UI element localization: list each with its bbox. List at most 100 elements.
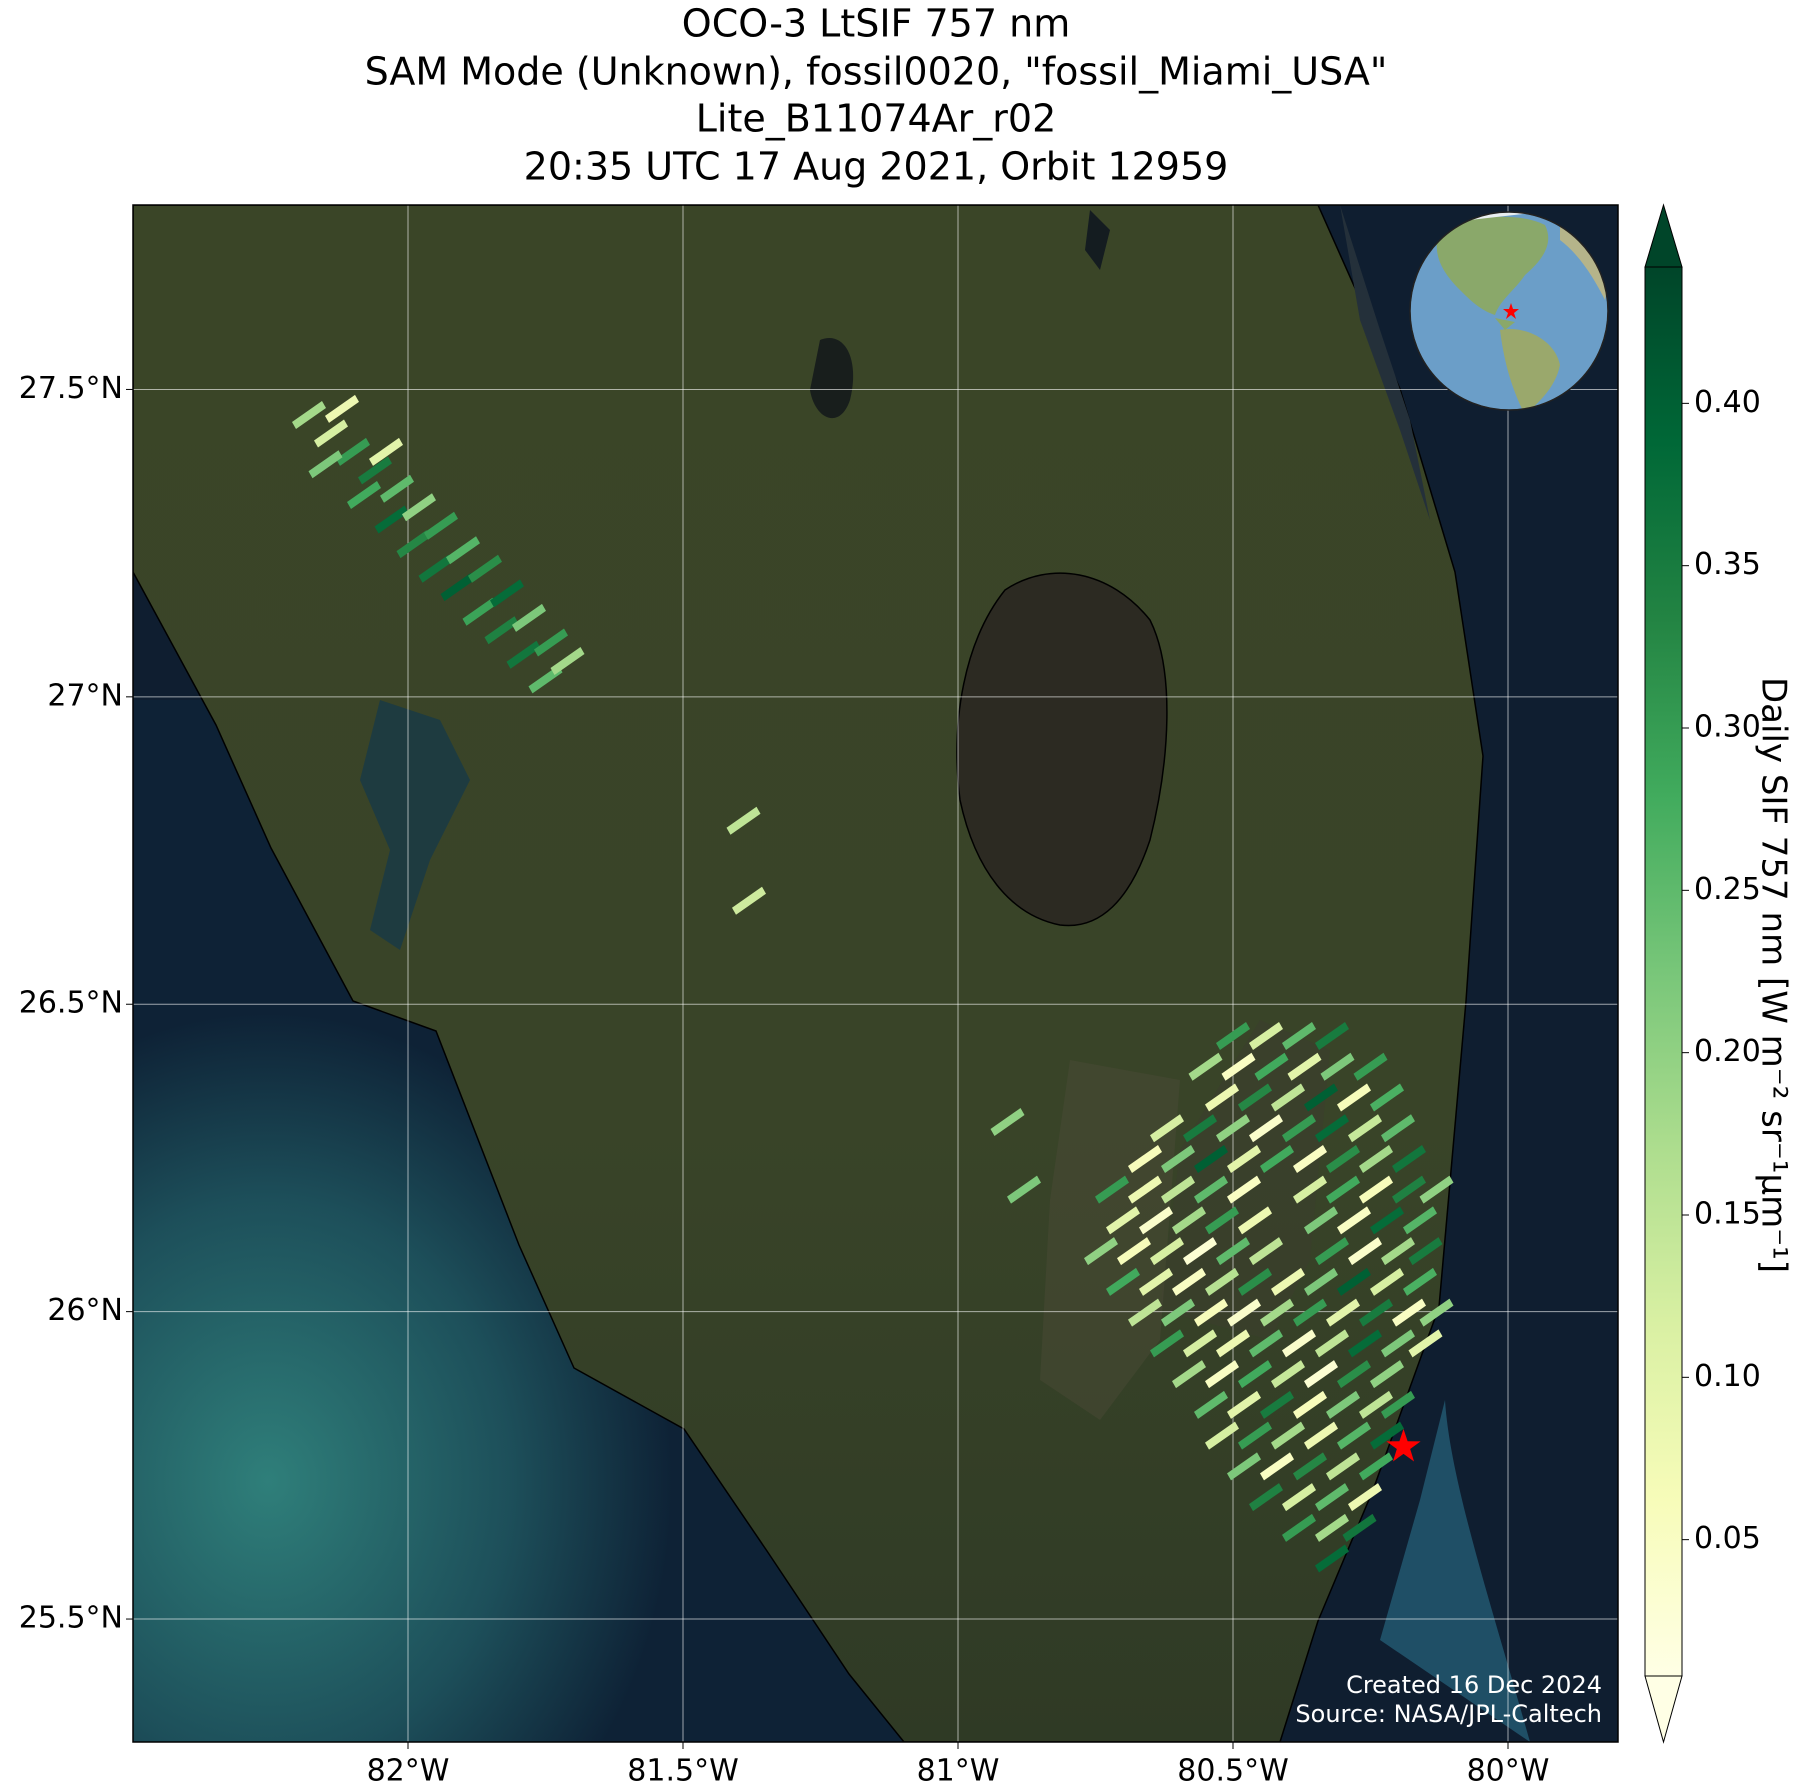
- sif-footprint: [1293, 1452, 1327, 1481]
- colorbar-tick-label: 0.30: [1694, 710, 1761, 745]
- sif-footprint: [1227, 1390, 1261, 1419]
- sif-footprint: [1172, 1206, 1206, 1235]
- title-line: 20:35 UTC 17 Aug 2021, Orbit 12959: [524, 145, 1229, 189]
- colorbar-tick-label: 0.20: [1694, 1034, 1761, 1069]
- globe-inset: [1409, 211, 1609, 411]
- sif-footprint: [1370, 1206, 1404, 1235]
- sif-footprint: [1271, 1360, 1305, 1389]
- sif-footprint: [1348, 1114, 1382, 1143]
- sif-footprint: [1359, 1144, 1393, 1173]
- sif-footprint: [1117, 1237, 1151, 1266]
- title-line: OCO-3 LtSIF 757 nm: [682, 2, 1070, 46]
- sif-footprint: [1370, 1360, 1404, 1389]
- sif-footprint: [1271, 1267, 1305, 1296]
- sif-footprint: [1084, 1237, 1118, 1266]
- y-tick-label: 27.5°N: [19, 371, 123, 406]
- sif-footprint: [1408, 1329, 1443, 1358]
- sif-footprint: [396, 530, 431, 559]
- sif-footprint: [1348, 1483, 1382, 1512]
- sif-footprint: [732, 886, 766, 915]
- sif-footprint: [1205, 1206, 1239, 1235]
- sif-footprint: [358, 456, 392, 485]
- sif-footprint: [1221, 1052, 1256, 1081]
- sif-footprint: [1359, 1298, 1393, 1327]
- map-frame: [132, 204, 1619, 1743]
- sif-footprint: [308, 450, 343, 479]
- sif-footprint: [1282, 1021, 1316, 1050]
- sif-footprint: [1304, 1267, 1338, 1296]
- sif-footprint: [374, 505, 409, 534]
- sif-footprint: [1282, 1513, 1316, 1542]
- sif-footprint: [1172, 1360, 1206, 1389]
- sif-footprint: [1106, 1206, 1140, 1235]
- reef-water: [1380, 1300, 1530, 1742]
- sif-footprint: [1194, 1390, 1228, 1419]
- sif-footprint: [1408, 1237, 1443, 1266]
- sif-footprint: [418, 554, 453, 583]
- colorbar: 0.05 0.10 0.15 0.20 0.25 0.30 0.35 0.40: [1644, 203, 1761, 1744]
- globe-star: [1503, 303, 1519, 319]
- credit: Created 16 Dec 2024: [1346, 1671, 1602, 1699]
- grid: [133, 205, 1618, 1742]
- sif-footprint: [1381, 1390, 1415, 1419]
- sif-footprint: [1161, 1144, 1195, 1173]
- sif-footprint: [1161, 1175, 1195, 1204]
- sif-footprint: [1227, 1298, 1261, 1327]
- sif-footprint: [1403, 1267, 1437, 1296]
- sif-footprint: [990, 1108, 1025, 1137]
- sif-footprint: [1282, 1329, 1316, 1358]
- sif-footprint: [1315, 1544, 1349, 1573]
- sif-footprint: [1161, 1298, 1195, 1327]
- sif-footprint: [1194, 1144, 1228, 1173]
- sif-footprint: [1342, 1513, 1377, 1542]
- sif-footprint: [1128, 1175, 1162, 1204]
- sif-footprint: [1326, 1298, 1360, 1327]
- colorbar-tick-label: 0.10: [1694, 1359, 1761, 1394]
- globe-south-america: [1500, 329, 1560, 410]
- sif-footprint: [1348, 1237, 1382, 1266]
- sif-footprint: [1271, 1083, 1305, 1112]
- sif-footprint: [1304, 1360, 1338, 1389]
- sif-footprint: [462, 597, 497, 626]
- sif-footprint: [336, 437, 370, 466]
- globe-central-america: [1495, 318, 1515, 330]
- colorbar-label: Daily SIF 757 nm [W m⁻² sr⁻¹µm⁻¹]: [1754, 677, 1794, 1273]
- sif-footprint: [1254, 1052, 1289, 1081]
- sif-footprint: [1194, 1175, 1228, 1204]
- y-tick-label: 26°N: [47, 1293, 123, 1328]
- indian-river: [1340, 205, 1430, 520]
- sif-footprint: [1337, 1421, 1371, 1450]
- sif-footprint: [506, 640, 541, 669]
- sif-footprint: [1326, 1144, 1360, 1173]
- sif-footprint: [1392, 1298, 1426, 1327]
- sif-footprint: [1150, 1237, 1184, 1266]
- sif-footprint: [1007, 1175, 1041, 1204]
- sif-footprint: [1353, 1052, 1388, 1081]
- sif-footprint: [1205, 1267, 1239, 1296]
- sif-footprint: [1249, 1237, 1283, 1266]
- sif-footprint: [1249, 1483, 1283, 1512]
- sif-footprint: [369, 437, 403, 466]
- sif-footprint: [1287, 1052, 1322, 1081]
- sif-footprint: [1150, 1114, 1184, 1143]
- sif-footprint: [1128, 1298, 1162, 1327]
- colorbar-tick-label: 0.40: [1694, 385, 1761, 420]
- sif-footprint: [1249, 1114, 1283, 1143]
- colorbar-extend-max: [1644, 203, 1683, 268]
- sif-footprint: [1381, 1114, 1415, 1143]
- sif-footprint: [490, 579, 524, 608]
- sif-footprint: [534, 628, 568, 657]
- sif-footprint: [1183, 1114, 1217, 1143]
- sif-footprint: [1419, 1298, 1454, 1327]
- lake-okeechobee: [956, 572, 1168, 927]
- globe-ice: [1470, 212, 1540, 220]
- sif-footprint: [1337, 1083, 1371, 1112]
- sif-footprint: [1249, 1021, 1283, 1050]
- sif-footprint: [440, 573, 475, 602]
- sif-footprint: [1315, 1513, 1349, 1542]
- target-star: [1386, 1428, 1421, 1462]
- title-line: SAM Mode (Unknown), fossil0020, "fossil_…: [365, 50, 1388, 94]
- sif-footprint: [1392, 1175, 1426, 1204]
- sif-footprint: [1260, 1144, 1294, 1173]
- x-tick-label: 80.5°W: [1177, 1754, 1288, 1789]
